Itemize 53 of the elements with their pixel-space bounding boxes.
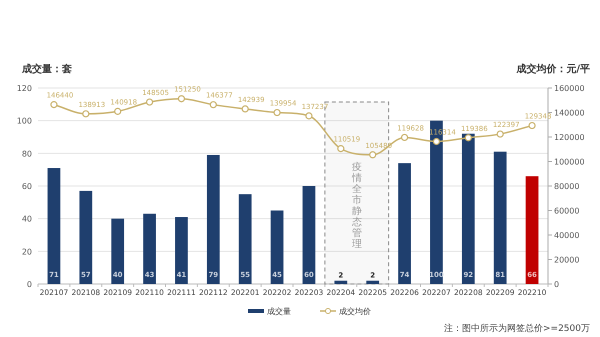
bar xyxy=(143,214,156,284)
point xyxy=(178,95,186,102)
point xyxy=(114,108,122,115)
y2-tick-label: 40000 xyxy=(554,231,580,240)
y2-tick-label: 60000 xyxy=(554,206,580,216)
bar xyxy=(111,218,124,284)
point xyxy=(242,105,249,112)
point xyxy=(305,112,313,120)
y2-tick-label: 140000 xyxy=(554,108,585,118)
band-label: 疫情全市静态管理 xyxy=(350,161,362,250)
legend-label: 成交均价 xyxy=(339,307,371,316)
y2-tick-label: 20000 xyxy=(554,256,580,264)
bar xyxy=(462,134,475,284)
y2-tick-label: 100000 xyxy=(554,158,585,166)
y-tick-label: 100 xyxy=(16,116,32,126)
point xyxy=(464,134,472,142)
bar xyxy=(48,168,60,284)
point xyxy=(82,110,90,118)
point xyxy=(50,101,58,108)
bar xyxy=(398,163,411,284)
point xyxy=(210,101,217,108)
y-tick-label: 40 xyxy=(22,214,32,224)
point xyxy=(432,138,440,146)
bar xyxy=(270,210,284,284)
point xyxy=(369,151,376,158)
y2-tick-label: 160000 xyxy=(554,84,585,93)
bar xyxy=(302,186,316,284)
bar xyxy=(494,152,507,284)
point xyxy=(400,134,408,142)
y-tick-label: 80 xyxy=(22,149,32,158)
y-axis-title: 成交量：套 xyxy=(21,63,72,75)
bar xyxy=(366,280,380,284)
y2-axis-title: 成交均价：元/平 xyxy=(515,63,590,75)
y2-tick-label: 120000 xyxy=(554,133,585,142)
bar xyxy=(206,154,220,284)
bar xyxy=(526,176,538,284)
point xyxy=(496,130,504,138)
y-tick-label: 0 xyxy=(26,280,32,289)
y-tick-label: 20 xyxy=(22,247,32,256)
bar xyxy=(238,194,252,284)
point xyxy=(337,145,344,152)
bar xyxy=(79,190,92,284)
legend-label: 成交量 xyxy=(267,307,291,316)
point xyxy=(273,108,281,116)
point xyxy=(528,122,536,130)
text: 注：图中所示为网签总价>=2500万 xyxy=(444,323,590,334)
y2-tick-label: 0 xyxy=(554,280,560,289)
y-tick-label: 60 xyxy=(22,182,32,191)
y2-tick-label: 80000 xyxy=(554,182,580,191)
y-tick-label: 120 xyxy=(16,84,32,93)
point xyxy=(146,98,154,106)
bar xyxy=(175,217,188,284)
bar xyxy=(334,280,348,284)
